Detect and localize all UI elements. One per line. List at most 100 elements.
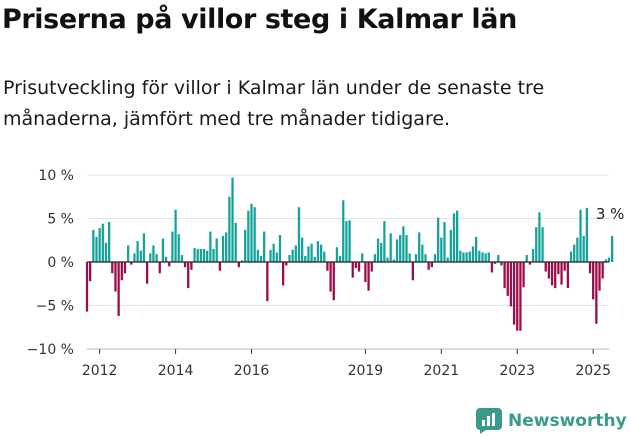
bar	[133, 253, 136, 262]
bar	[269, 249, 272, 262]
bar	[304, 255, 307, 262]
bar	[490, 262, 494, 273]
bar	[247, 210, 250, 262]
bar	[209, 231, 212, 262]
bar	[234, 222, 237, 262]
bar	[535, 227, 538, 262]
bar	[351, 262, 354, 278]
bar	[411, 262, 414, 281]
bar	[155, 254, 158, 262]
bar	[316, 241, 320, 262]
bar	[576, 237, 579, 262]
bars	[85, 177, 614, 331]
bar	[199, 248, 203, 262]
bar	[528, 262, 532, 265]
bar	[373, 254, 377, 262]
bar	[95, 236, 98, 262]
bar	[177, 234, 180, 262]
bar	[440, 237, 443, 262]
bar	[506, 262, 509, 296]
bar	[212, 248, 215, 262]
bar	[433, 254, 437, 262]
y-axis-ticks: 10 % 5 % 0 % −5 % −10 %	[27, 168, 74, 358]
bar	[516, 262, 519, 331]
bar	[278, 235, 282, 262]
bar	[582, 235, 585, 262]
bar	[244, 229, 247, 262]
bar	[437, 217, 440, 262]
bar	[335, 247, 339, 262]
bar	[104, 242, 108, 262]
bar	[183, 262, 187, 268]
bar	[427, 262, 430, 270]
bar	[402, 226, 405, 262]
bar	[522, 262, 525, 288]
bar	[544, 262, 547, 272]
bar	[291, 249, 294, 262]
bar	[187, 262, 190, 289]
bar	[392, 259, 396, 262]
y-tick-label: 10 %	[38, 168, 74, 184]
bar	[408, 253, 411, 262]
bar	[456, 210, 459, 262]
bar	[142, 233, 146, 262]
bar	[557, 262, 560, 275]
bar	[465, 252, 468, 262]
bar	[285, 262, 288, 266]
x-axis	[87, 261, 609, 350]
bar	[414, 254, 418, 262]
bar	[158, 262, 161, 274]
bar	[566, 262, 570, 289]
bar	[190, 262, 193, 270]
bar	[225, 232, 228, 262]
last-value-label: 3 %	[596, 205, 625, 223]
y-tick-label: −10 %	[27, 342, 74, 358]
bar	[449, 229, 452, 262]
bar	[98, 228, 101, 262]
y-tick-label: 5 %	[47, 212, 74, 228]
bar	[424, 254, 427, 262]
bar	[354, 262, 358, 269]
bar	[237, 262, 240, 268]
bar	[145, 262, 149, 284]
bar	[361, 253, 364, 262]
y-tick-label: −5 %	[36, 299, 74, 315]
bar	[569, 251, 573, 262]
bar	[554, 262, 557, 289]
bar	[598, 262, 601, 291]
brand-logo: Newsworthy	[476, 408, 627, 434]
bar	[108, 221, 111, 262]
bar	[547, 262, 551, 279]
bar	[364, 262, 367, 283]
bar	[171, 231, 174, 262]
bar	[117, 262, 120, 316]
bar	[399, 235, 402, 262]
bar	[126, 245, 130, 262]
bar-chart: 10 % 5 % 0 % −5 % −10 % 2012 2014 2016 2019 2021…	[27, 168, 625, 379]
bar	[560, 262, 563, 285]
bar	[149, 253, 152, 262]
x-tick-label: 2012	[82, 363, 118, 379]
bar	[319, 244, 323, 262]
chart-subtitle: Prisutveckling för villor i Kalmar län u…	[3, 77, 545, 130]
bar	[452, 213, 456, 262]
bar	[310, 243, 313, 262]
bar	[541, 227, 544, 262]
bar	[357, 262, 361, 272]
bar	[139, 250, 142, 262]
bar	[275, 252, 278, 262]
bar	[468, 251, 471, 262]
bar	[253, 207, 256, 262]
bar	[180, 255, 184, 262]
bar	[395, 239, 399, 262]
bar	[206, 250, 209, 262]
bar	[519, 262, 522, 331]
bar	[471, 246, 475, 262]
bar	[497, 255, 500, 262]
bar	[421, 244, 424, 262]
bar	[484, 253, 487, 262]
bar	[250, 203, 253, 262]
bar	[288, 255, 291, 262]
newsworthy-logo-icon	[476, 408, 502, 434]
bar	[297, 207, 301, 262]
